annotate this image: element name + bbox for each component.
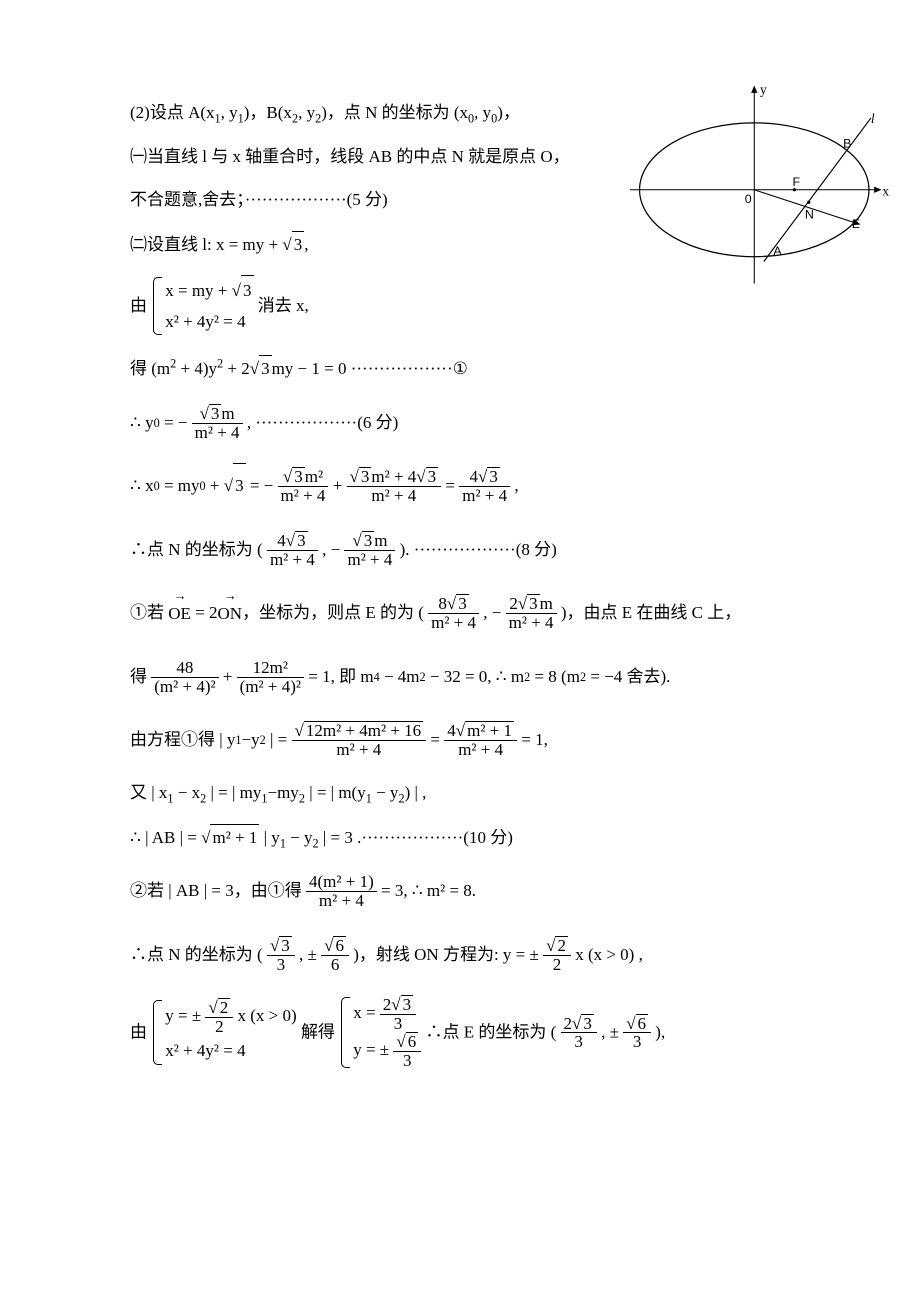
line-12: 由方程①得 | y1−y2 | = 12m² + 4m² + 16m² + 4 … <box>130 717 850 762</box>
svg-text:F: F <box>793 175 801 189</box>
line-1: (2)设点 A(x1, y1)，B(x2, y2)，点 N 的坐标为 (x0, … <box>130 100 570 126</box>
line-7: ∴ y0 = − 3mm² + 4 , ··················(6… <box>130 400 850 445</box>
svg-text:l: l <box>871 111 875 126</box>
line-9: ∴点 N 的坐标为 ( 43m² + 4 , − 3mm² + 4 ). ···… <box>130 527 850 572</box>
line-4: ㈡设直线 l: x = my + 3, <box>130 231 570 258</box>
line-17: 由 y = ± 22 x (x > 0) x² + 4y² = 4 解得 x =… <box>130 995 850 1070</box>
svg-text:x: x <box>882 184 889 199</box>
line-3: 不合题意,舍去；··················(5 分) <box>130 187 570 213</box>
line-6: 得 (m2 + 4)y2 + 23my − 1 = 0 ············… <box>130 355 850 382</box>
svg-text:A: A <box>773 244 782 258</box>
line-16: ∴点 N 的坐标为 ( 33 , ± 66 )，射线 ON 方程为: y = ±… <box>130 932 850 977</box>
line-10: ①若 OE = 2ON，坐标为，则点 E 的为 ( 83m² + 4 , − 2… <box>130 590 850 636</box>
line-2: ㈠当直线 l 与 x 轴重合时，线段 AB 的中点 N 就是原点 O， <box>130 144 570 170</box>
svg-text:B: B <box>843 137 851 151</box>
line-11: 得 48(m² + 4)² + 12m²(m² + 4)² = 1, 即 m4 … <box>130 654 850 699</box>
svg-text:E: E <box>852 217 860 231</box>
svg-text:y: y <box>760 82 767 97</box>
line-14: ∴ | AB | = m² + 1 | y1 − y2 | = 3 .·····… <box>130 824 850 851</box>
svg-text:N: N <box>805 207 814 221</box>
page-content: x y 0 F N A B E l (2)设点 A(x1, y1)，B(x2, … <box>130 100 850 1070</box>
ellipse-diagram: x y 0 F N A B E l <box>630 80 890 290</box>
svg-text:0: 0 <box>745 192 752 206</box>
line-15: ②若 | AB | = 3，由①得 4(m² + 1)m² + 4 = 3, ∴… <box>130 868 850 913</box>
line-8: ∴ x0 = my0 + 3 = − 3m²m² + 4 + 3m² + 43m… <box>130 463 850 509</box>
line-13: 又 | x1 − x2 | = | my1−my2 | = | m(y1 − y… <box>130 780 850 806</box>
